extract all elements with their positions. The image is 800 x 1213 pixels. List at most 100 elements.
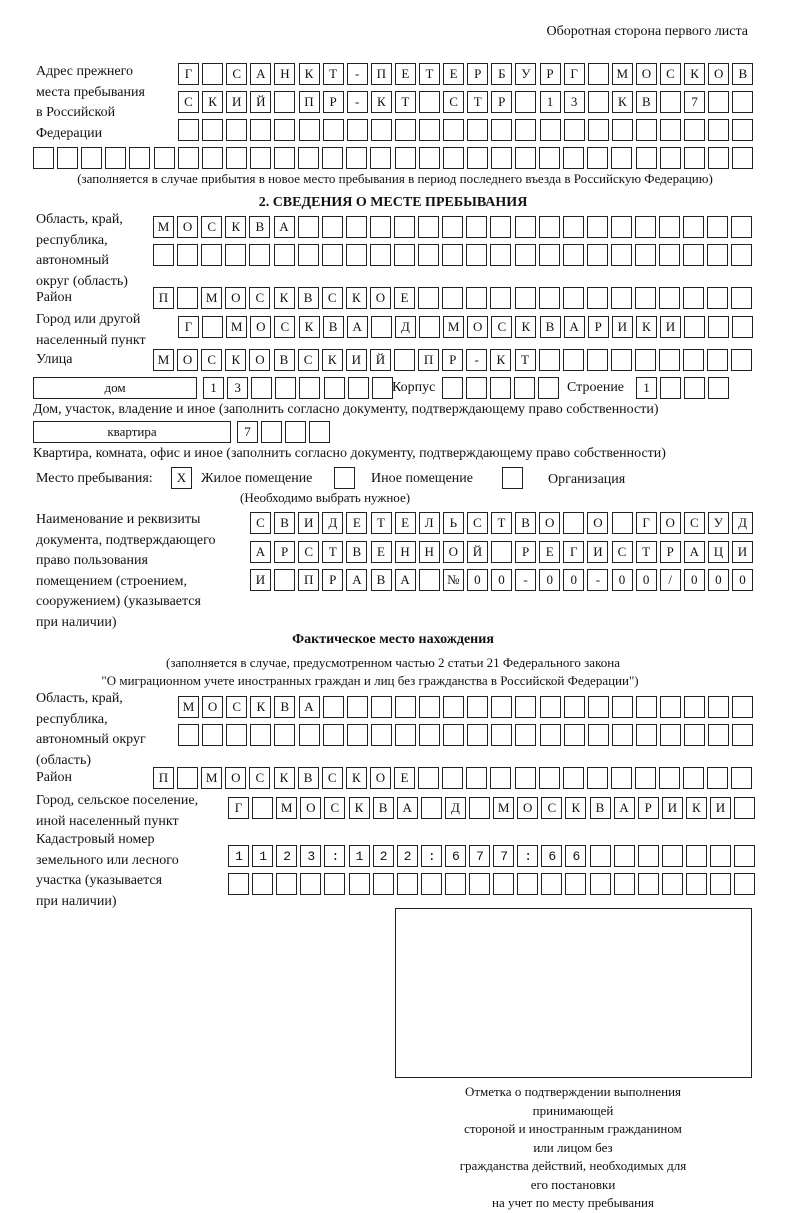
previous-address-row-2-cell[interactable] xyxy=(515,91,537,113)
previous-address-row-4-cell[interactable] xyxy=(659,147,681,169)
cadastral-row-1-cell[interactable] xyxy=(613,845,635,867)
document-row-3-cell[interactable]: / xyxy=(659,569,681,591)
actual-region-row-1-cell[interactable] xyxy=(611,696,633,718)
previous-address-row-1-cell[interactable]: Е xyxy=(443,63,465,85)
house-number-cell[interactable]: 3 xyxy=(227,377,249,399)
previous-address-row-3-cell[interactable] xyxy=(563,119,585,141)
actual-region-row-1-cell[interactable] xyxy=(660,696,681,718)
region-row-2-cell[interactable] xyxy=(466,244,488,266)
street-cell[interactable]: Й xyxy=(369,349,391,371)
previous-address-row-1-cell[interactable]: У xyxy=(515,63,537,85)
city-cell[interactable]: Г xyxy=(178,316,199,338)
previous-address-row-4-cell[interactable] xyxy=(322,147,344,169)
actual-region-row-2-cell[interactable] xyxy=(708,724,730,746)
actual-city-cell[interactable]: М xyxy=(276,797,298,819)
street-cell[interactable] xyxy=(562,349,584,371)
house-number-cell[interactable] xyxy=(347,377,369,399)
region-row-1-cell[interactable] xyxy=(490,216,512,238)
previous-address-row-4-cell[interactable] xyxy=(129,147,151,169)
house-number-cell[interactable] xyxy=(299,377,321,399)
previous-address-row-3-cell[interactable] xyxy=(274,119,296,141)
previous-address-row-2-cell[interactable]: И xyxy=(226,91,248,113)
document-row-1-cell[interactable]: В xyxy=(515,512,537,534)
actual-city-cell[interactable]: А xyxy=(396,797,418,819)
document-row-2-cell[interactable]: Т xyxy=(322,541,344,563)
district-cell[interactable]: В xyxy=(297,287,319,309)
region-row-1-cell[interactable] xyxy=(610,216,632,238)
previous-address-row-4-cell[interactable] xyxy=(370,147,392,169)
stroenie-cell[interactable] xyxy=(684,377,706,399)
previous-address-row-4-cell[interactable] xyxy=(442,147,464,169)
region-row-2-cell[interactable] xyxy=(659,244,681,266)
document-row-2-cell[interactable]: В xyxy=(346,541,368,563)
document-row-1-cell[interactable]: Е xyxy=(394,512,416,534)
actual-district-cell[interactable]: М xyxy=(201,767,223,789)
document-row-2-cell[interactable]: Г xyxy=(563,541,585,563)
street-cell[interactable]: С xyxy=(201,349,223,371)
region-row-2-cell[interactable] xyxy=(273,244,295,266)
previous-address-row-1-cell[interactable]: В xyxy=(732,63,754,85)
cadastral-row-1-cell[interactable] xyxy=(420,845,442,867)
cadastral-row-2-cell[interactable] xyxy=(734,873,756,895)
document-row-2-cell[interactable]: С xyxy=(611,541,633,563)
actual-city-cell[interactable]: И xyxy=(710,797,731,819)
document-row-3-cell[interactable]: 0 xyxy=(563,569,585,591)
korpus-cell[interactable] xyxy=(538,377,560,399)
document-row-3-cell[interactable]: - xyxy=(587,569,609,591)
document-row-2-cell[interactable]: Е xyxy=(370,541,392,563)
street-cell[interactable] xyxy=(394,349,415,371)
cadastral-row-2-cell[interactable] xyxy=(348,873,370,895)
actual-district-cell[interactable] xyxy=(707,767,729,789)
previous-address-row-3-cell[interactable] xyxy=(708,119,730,141)
previous-address-row-4-cell[interactable] xyxy=(249,147,271,169)
actual-region-row-1-cell[interactable] xyxy=(346,696,368,718)
actual-region-row-2-cell[interactable] xyxy=(298,724,320,746)
cadastral-row-2-cell[interactable] xyxy=(324,873,346,895)
cadastral-row-1-cell[interactable] xyxy=(589,845,611,867)
previous-address-row-2-cell[interactable]: Т xyxy=(467,91,489,113)
actual-city-cell[interactable]: С xyxy=(541,797,563,819)
document-row-1-cell[interactable]: С xyxy=(250,512,271,534)
document-row-1-cell[interactable]: Т xyxy=(491,512,512,534)
street-cell[interactable]: Т xyxy=(514,349,536,371)
previous-address-row-4-cell[interactable] xyxy=(466,147,488,169)
apartment-number-cell[interactable] xyxy=(261,421,283,443)
previous-address-row-2-cell[interactable]: В xyxy=(635,91,657,113)
previous-address-row-1-cell[interactable]: Н xyxy=(274,63,296,85)
document-row-1-cell[interactable] xyxy=(563,512,585,534)
actual-city-cell[interactable]: К xyxy=(685,797,707,819)
previous-address-row-2-cell[interactable]: 7 xyxy=(684,91,706,113)
region-row-2-cell[interactable] xyxy=(249,244,271,266)
actual-region-row-2-cell[interactable] xyxy=(539,724,561,746)
region-row-2-cell[interactable] xyxy=(635,244,656,266)
cadastral-row-1-cell[interactable] xyxy=(276,845,298,867)
cadastral-row-2-cell[interactable] xyxy=(276,873,298,895)
region-row-1-cell[interactable] xyxy=(345,216,367,238)
street-cell[interactable]: И xyxy=(345,349,367,371)
actual-region-row-2-cell[interactable] xyxy=(732,724,754,746)
document-row-1-cell[interactable]: О xyxy=(539,512,561,534)
actual-region-row-1-cell[interactable] xyxy=(587,696,609,718)
cadastral-row-2-cell[interactable] xyxy=(541,873,563,895)
actual-city-cell[interactable]: И xyxy=(661,797,683,819)
document-row-3-cell[interactable]: 0 xyxy=(635,569,657,591)
actual-region-row-2-cell[interactable] xyxy=(226,724,248,746)
actual-region-row-2-cell[interactable] xyxy=(419,724,440,746)
previous-address-row-3-cell[interactable] xyxy=(515,119,537,141)
district-cell[interactable] xyxy=(538,287,560,309)
stay-option-other-checkbox[interactable] xyxy=(334,467,355,489)
actual-region-row-2-cell[interactable] xyxy=(611,724,633,746)
house-number-cell[interactable] xyxy=(371,377,393,399)
district-cell[interactable] xyxy=(731,287,753,309)
district-cell[interactable]: О xyxy=(369,287,391,309)
previous-address-row-1-cell[interactable]: Т xyxy=(322,63,344,85)
document-row-3-cell[interactable]: В xyxy=(370,569,392,591)
previous-address-row-3-cell[interactable] xyxy=(491,119,513,141)
actual-district-cell[interactable]: С xyxy=(249,767,271,789)
cadastral-row-2-cell[interactable] xyxy=(517,873,539,895)
document-row-3-cell[interactable]: 0 xyxy=(683,569,705,591)
city-cell[interactable]: К xyxy=(635,316,657,338)
previous-address-row-3-cell[interactable] xyxy=(467,119,489,141)
actual-district-cell[interactable] xyxy=(586,767,608,789)
document-row-3-cell[interactable]: 0 xyxy=(707,569,729,591)
